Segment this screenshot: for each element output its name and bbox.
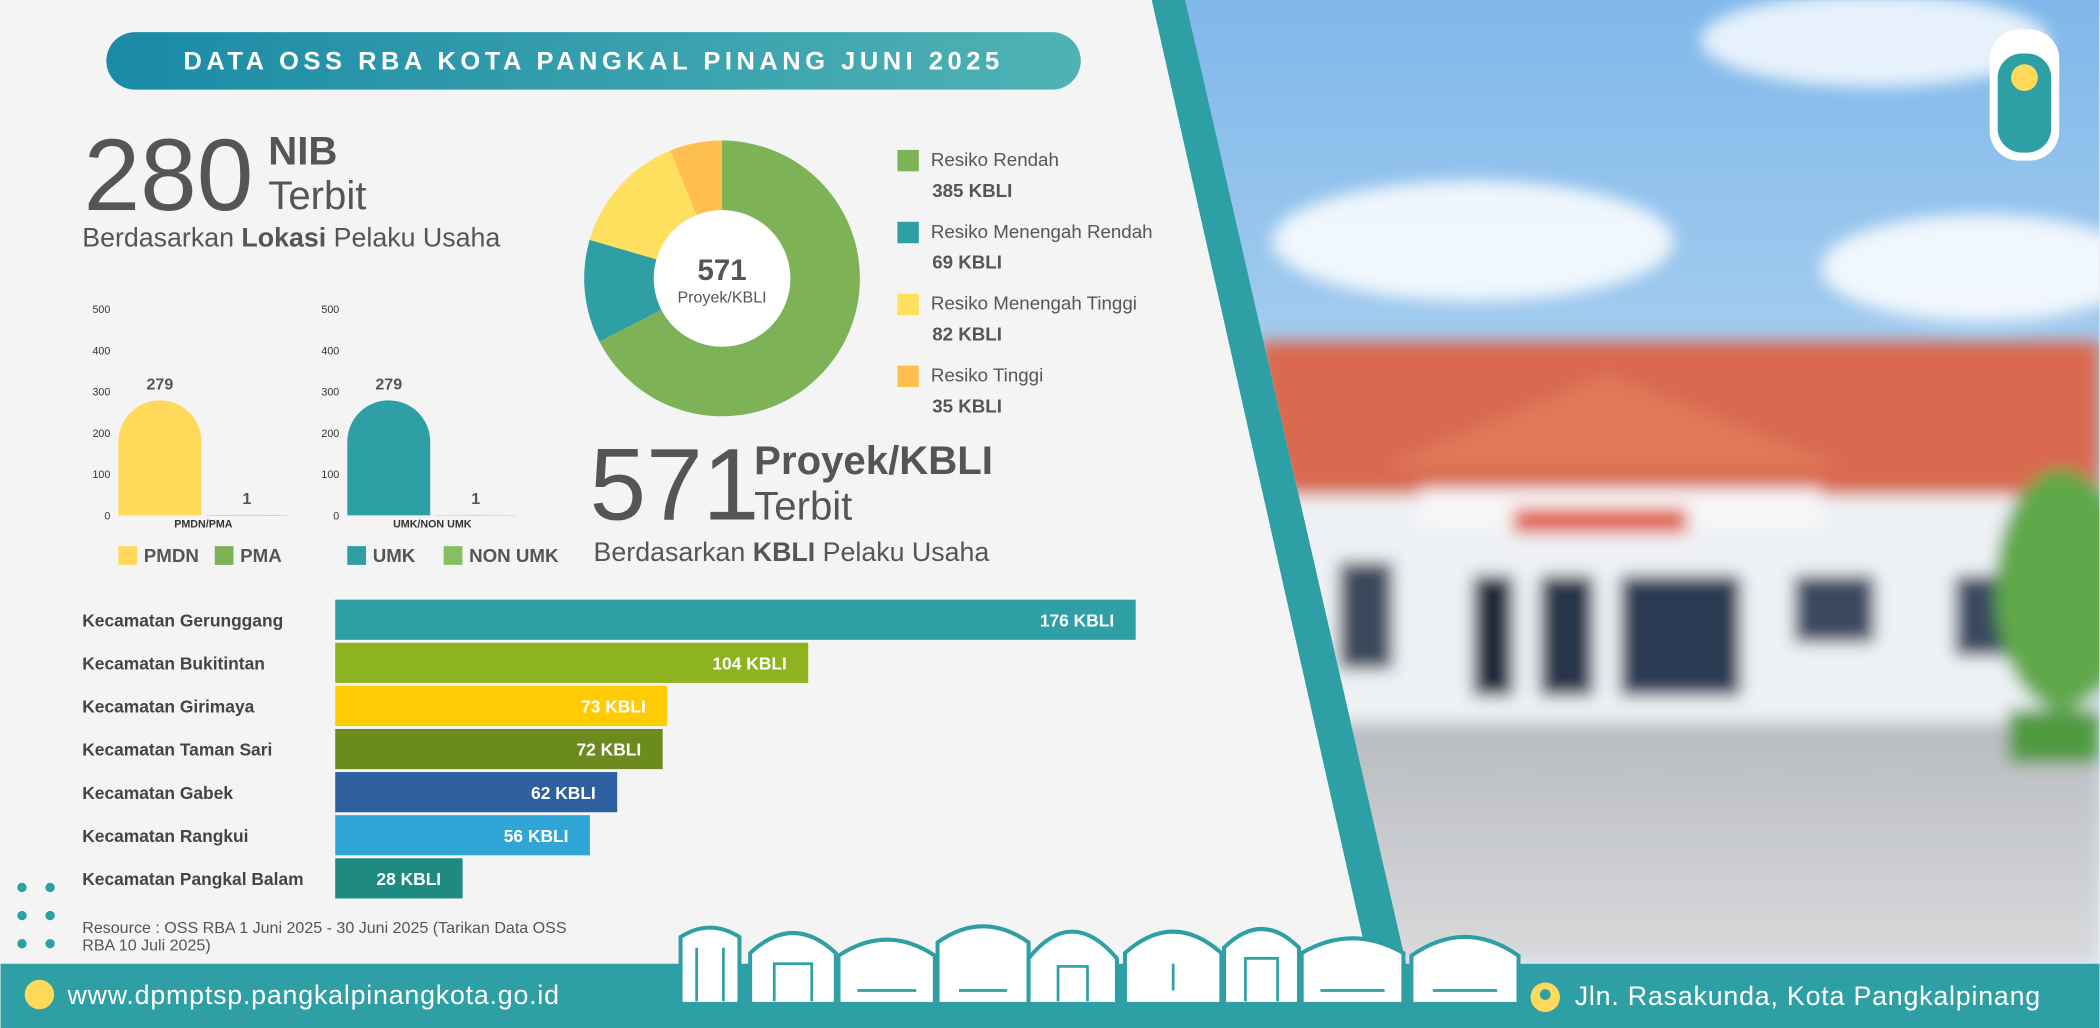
bar-value-label: 73 KBLI — [581, 697, 646, 717]
legend-value: 69 KBLI — [932, 252, 1002, 273]
bar — [335, 728, 663, 770]
legend-label: NON UMK — [469, 545, 559, 566]
diagonal-stripe — [1151, 0, 1407, 964]
y-tick-label: 200 — [93, 428, 111, 440]
x-axis-label: PMDN/PMA — [174, 518, 232, 530]
bar-value-label: 279 — [375, 376, 402, 394]
legend-swatch — [214, 546, 234, 565]
legend-swatch — [897, 365, 919, 387]
caption-part: Lokasi — [241, 222, 326, 252]
bar — [335, 599, 1136, 640]
x-axis-label: UMK/NON UMK — [393, 518, 472, 530]
bar-value-label: 56 KBLI — [504, 826, 569, 846]
bar — [335, 772, 618, 813]
header-pill — [106, 32, 1081, 90]
bar-value-label: 72 KBLI — [577, 740, 642, 760]
photo — [1185, 0, 2100, 964]
y-tick-label: 200 — [321, 428, 339, 440]
legend-label: PMA — [240, 545, 282, 566]
y-tick-label: 100 — [93, 469, 111, 481]
category-label: Kecamatan Rangkui — [82, 826, 248, 846]
category-label: Kecamatan Gabek — [82, 783, 233, 803]
bar — [118, 400, 202, 516]
stat-number: 280 — [84, 118, 254, 232]
category-label: Kecamatan Girimaya — [82, 697, 254, 717]
legend-label: PMDN — [144, 545, 199, 566]
legend-label: Resiko Tinggi — [931, 365, 1043, 386]
legend-value: 82 KBLI — [932, 324, 1002, 345]
stat-unit: Proyek/KBLI — [754, 438, 993, 483]
location-icon-dot — [1539, 989, 1551, 1000]
stat-number: 571 — [590, 427, 760, 541]
legend-swatch — [897, 221, 919, 244]
category-label: Kecamatan Gerunggang — [82, 610, 283, 630]
donut-slice — [599, 140, 860, 417]
resource-line: Resource : OSS RBA 1 Juni 2025 - 30 Juni… — [82, 919, 566, 937]
legend-label: Resiko Rendah — [931, 149, 1059, 170]
bar — [335, 815, 590, 856]
bar-value-label: 62 KBLI — [531, 783, 596, 803]
stat-caption: Berdasarkan Lokasi Pelaku Usaha — [82, 222, 500, 252]
legend-value: 385 KBLI — [932, 180, 1012, 201]
bar-value-label: 279 — [146, 376, 173, 394]
legend-swatch — [897, 149, 919, 172]
resource-line: RBA 10 Juli 2025) — [82, 936, 210, 954]
y-tick-label: 0 — [104, 510, 110, 522]
y-tick-label: 300 — [321, 387, 339, 399]
donut-slice — [589, 150, 697, 260]
bar-value-label: 104 KBLI — [712, 654, 786, 674]
legend-swatch — [897, 293, 919, 316]
y-tick-label: 500 — [93, 304, 111, 316]
category-label: Kecamatan Pangkal Balam — [82, 869, 303, 889]
bar — [335, 685, 668, 727]
bar-value-label: 1 — [242, 490, 251, 508]
legend-swatch — [118, 546, 138, 565]
caption-part: Berdasarkan — [594, 537, 753, 567]
y-tick-label: 100 — [321, 469, 339, 481]
y-tick-label: 400 — [93, 345, 111, 357]
caption-part: Pelaku Usaha — [815, 537, 989, 567]
y-tick-label: 500 — [321, 304, 339, 316]
y-tick-label: 300 — [93, 387, 111, 399]
globe-icon — [24, 979, 55, 1010]
legend-value: 35 KBLI — [932, 395, 1002, 416]
legend-label: UMK — [373, 545, 416, 566]
stat-status: Terbit — [268, 173, 366, 218]
logo — [1989, 29, 2060, 161]
donut-slice — [670, 140, 723, 216]
bar-value-label: 1 — [471, 490, 480, 508]
address: Jln. Rasakunda, Kota Pangkalpinang — [1575, 981, 2041, 1011]
donut-center-value: 571 — [697, 254, 746, 287]
caption-part: Pelaku Usaha — [326, 222, 500, 252]
donut-slice — [584, 239, 662, 342]
legend-label: Resiko Menengah Tinggi — [931, 293, 1137, 314]
stat-status: Terbit — [754, 483, 852, 528]
donut-center-label: Proyek/KBLI — [677, 289, 766, 307]
bar-value-label: 28 KBLI — [376, 869, 441, 889]
category-label: Kecamatan Taman Sari — [82, 740, 272, 760]
y-tick-label: 0 — [333, 510, 339, 522]
bar-value-label: 176 KBLI — [1040, 610, 1114, 630]
legend-swatch — [443, 546, 463, 565]
stat-caption: Berdasarkan KBLI Pelaku Usaha — [594, 537, 990, 567]
y-tick-label: 400 — [321, 345, 339, 357]
donut-hole — [653, 210, 791, 347]
stat-unit: NIB — [268, 129, 337, 174]
caption-part: Berdasarkan — [82, 222, 241, 252]
website: www.dpmptsp.pangkalpinangkota.go.id — [67, 980, 560, 1010]
bar — [347, 400, 431, 516]
header-title: DATA OSS RBA KOTA PANGKAL PINANG JUNI 20… — [183, 48, 1003, 76]
legend-swatch — [347, 546, 367, 565]
caption-part: KBLI — [753, 537, 815, 567]
bar — [335, 642, 809, 683]
decor-dots — [17, 882, 55, 949]
bar — [335, 858, 463, 899]
category-label: Kecamatan Bukitintan — [82, 654, 265, 674]
legend-label: Resiko Menengah Rendah — [931, 221, 1153, 242]
icon-details — [695, 947, 1498, 1002]
